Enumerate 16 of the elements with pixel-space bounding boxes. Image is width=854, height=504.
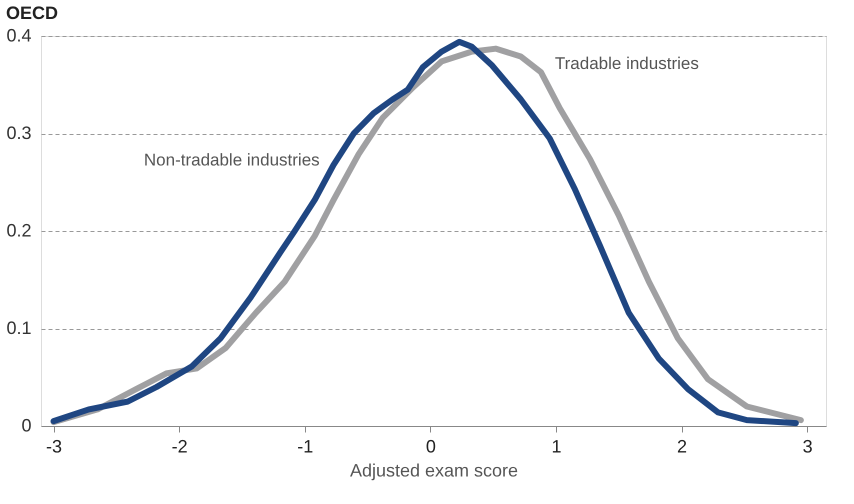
x-tick-label: -1 bbox=[297, 436, 314, 456]
x-tick-label: 3 bbox=[802, 436, 813, 456]
x-tick-label: -3 bbox=[46, 436, 62, 456]
y-tick-label: 0 bbox=[21, 416, 32, 436]
y-tick-label: 0.1 bbox=[6, 318, 32, 338]
x-tick-label: 1 bbox=[551, 436, 562, 456]
x-axis-title: Adjusted exam score bbox=[350, 460, 518, 480]
x-tick-label: -2 bbox=[172, 436, 188, 456]
series-label: Tradable industries bbox=[554, 54, 699, 74]
y-tick-label: 0.3 bbox=[6, 123, 32, 143]
x-tick-label: 2 bbox=[677, 436, 688, 456]
x-tick-label: 0 bbox=[426, 436, 436, 456]
y-tick-label: 0.4 bbox=[6, 26, 32, 46]
y-tick-label: 0.2 bbox=[6, 220, 32, 240]
chart-title: OECD bbox=[6, 3, 58, 23]
series-label: Non-tradable industries bbox=[144, 150, 320, 170]
